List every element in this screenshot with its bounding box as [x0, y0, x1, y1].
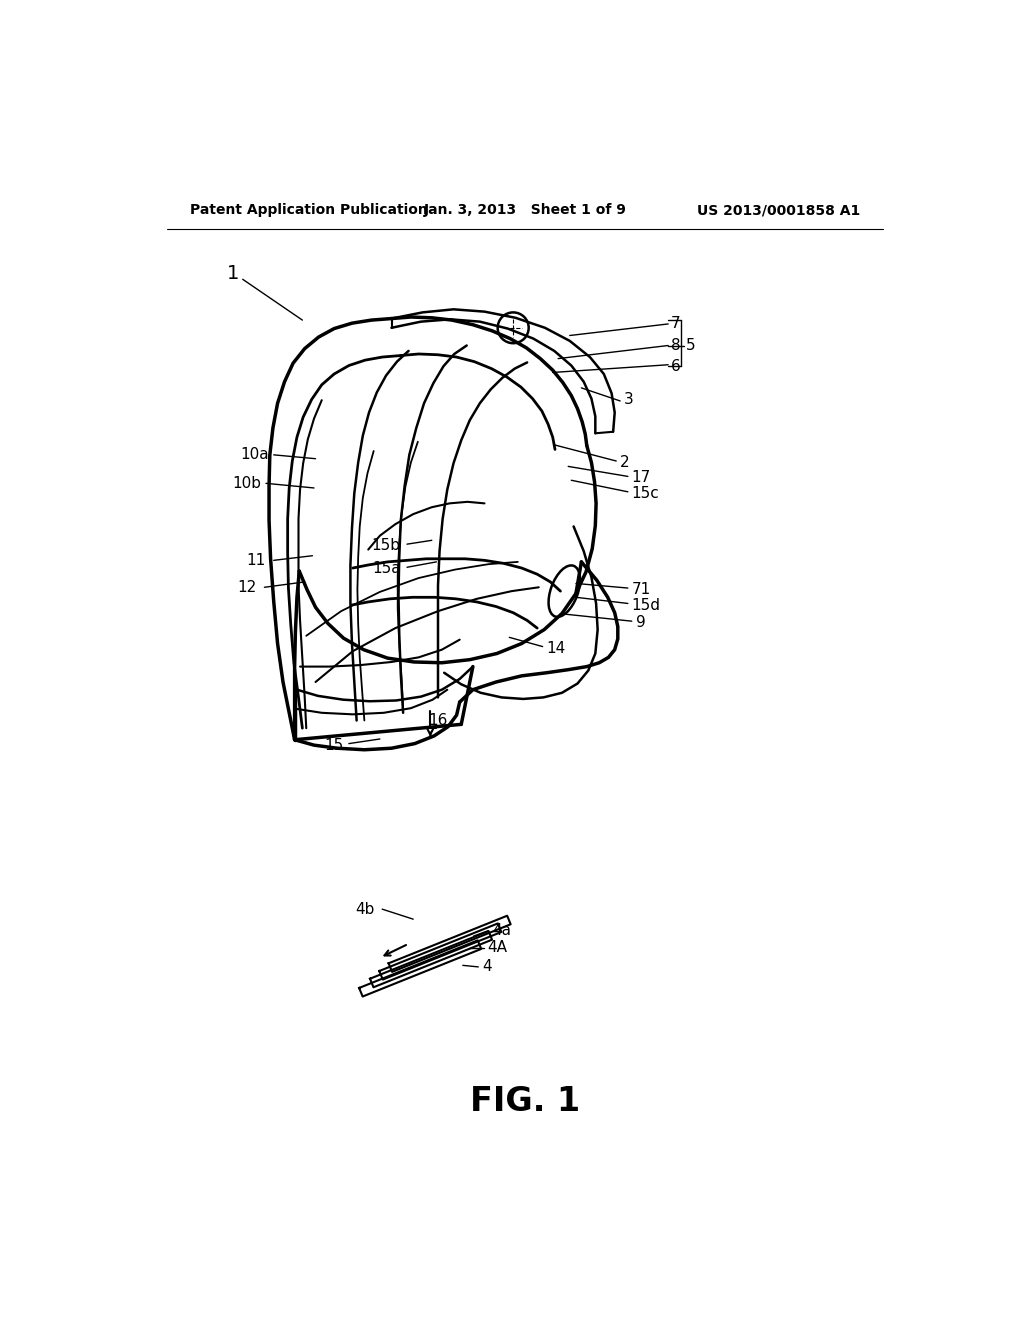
Text: 4A: 4A	[487, 940, 508, 956]
Text: 11: 11	[247, 553, 266, 568]
Text: 7: 7	[671, 317, 680, 331]
Text: 17: 17	[632, 470, 651, 486]
Text: 12: 12	[238, 579, 257, 595]
Text: Jan. 3, 2013   Sheet 1 of 9: Jan. 3, 2013 Sheet 1 of 9	[423, 203, 627, 216]
Text: 5: 5	[686, 338, 695, 352]
Text: 71: 71	[632, 582, 651, 597]
Text: 1: 1	[226, 264, 239, 284]
Text: 15b: 15b	[372, 539, 400, 553]
Text: 6: 6	[671, 359, 680, 374]
Text: 15: 15	[325, 738, 343, 752]
Text: 8: 8	[671, 338, 680, 352]
Text: 4: 4	[482, 960, 492, 974]
Text: 15c: 15c	[632, 486, 659, 500]
Text: 2: 2	[621, 455, 630, 470]
Text: 3: 3	[624, 392, 634, 407]
Text: 4b: 4b	[355, 902, 375, 916]
Text: Patent Application Publication: Patent Application Publication	[190, 203, 428, 216]
Text: 10b: 10b	[232, 475, 261, 491]
Text: 4a: 4a	[493, 923, 511, 939]
Text: 15d: 15d	[632, 598, 660, 612]
Text: 16: 16	[428, 713, 447, 727]
Text: 9: 9	[636, 615, 645, 630]
Text: 10a: 10a	[241, 447, 269, 462]
Text: 14: 14	[547, 640, 565, 656]
Text: FIG. 1: FIG. 1	[470, 1085, 580, 1118]
Text: US 2013/0001858 A1: US 2013/0001858 A1	[697, 203, 860, 216]
Text: 15a: 15a	[372, 561, 400, 577]
